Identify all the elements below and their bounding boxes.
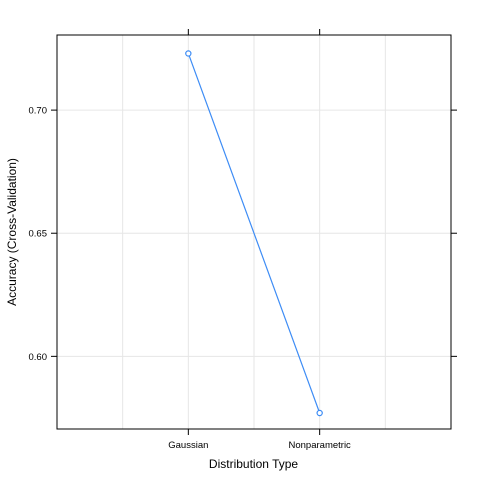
x-tick-label: Nonparametric — [289, 440, 352, 451]
y-axis-title: Accuracy (Cross-Validation) — [5, 158, 19, 306]
x-axis-title: Distribution Type — [209, 457, 298, 471]
data-point — [316, 409, 323, 417]
x-tick-label: Gaussian — [168, 440, 208, 451]
y-tick-label: 0.65 — [29, 229, 48, 240]
y-tick-label: 0.70 — [29, 106, 48, 117]
data-point — [185, 50, 192, 57]
plot-frame — [56, 34, 452, 430]
tick-layer: 0.60 0.65 0.70 Gaussian Nonparametric — [29, 29, 457, 451]
y-tick-label: 0.60 — [29, 352, 48, 363]
series-line — [187, 53, 321, 414]
series-layer — [185, 50, 323, 417]
